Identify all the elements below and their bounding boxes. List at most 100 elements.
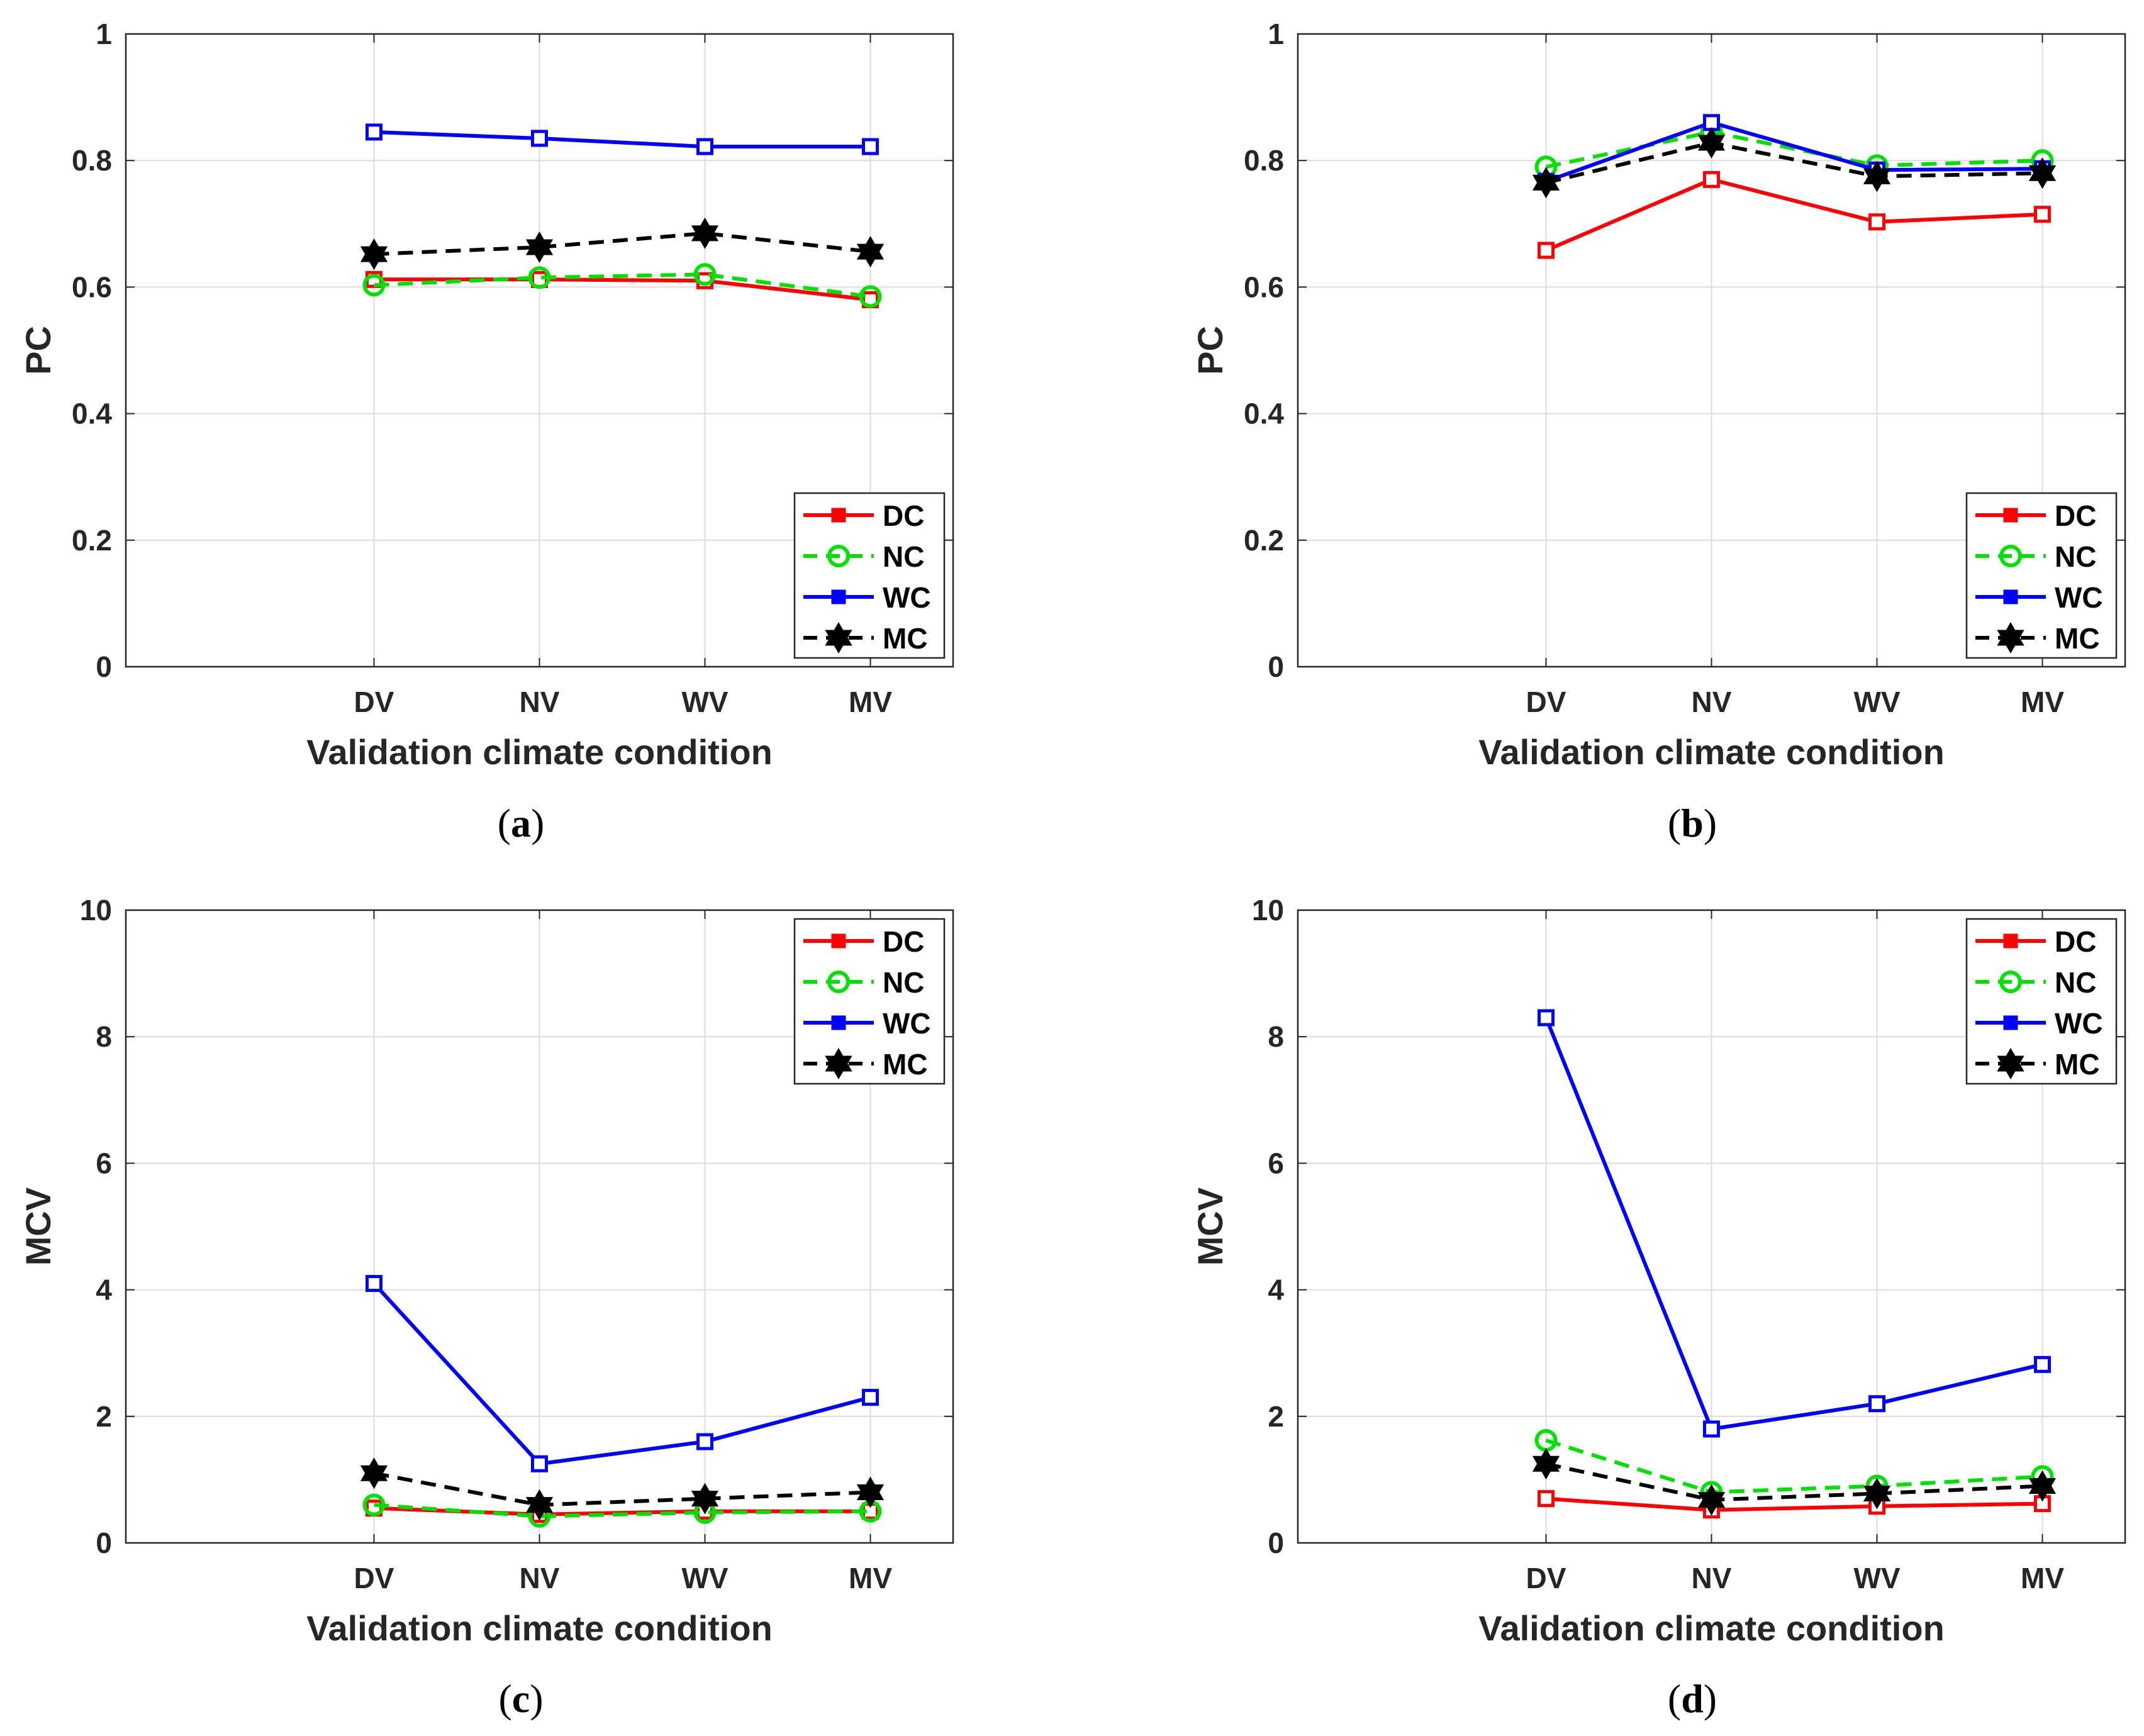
data-point-wc [531, 1455, 548, 1472]
data-point-mc-tri-down [360, 246, 388, 270]
series-line-mc [1545, 1462, 2043, 1502]
legend-label-nc: NC [883, 966, 924, 999]
y-tick-label: 8 [1268, 1020, 1284, 1053]
data-point-nc [362, 274, 386, 297]
data-point-wc [1538, 1009, 1555, 1027]
y-tick-label: 0 [1268, 1527, 1284, 1559]
y-tick-label: 0.6 [72, 270, 112, 303]
series-line-dc [1546, 1496, 2043, 1512]
data-point-mc-tri-down [2028, 165, 2057, 189]
legend-marker-dc [2003, 933, 2018, 949]
y-tick-label: 0 [1268, 650, 1284, 683]
y-tick-label: 1 [1268, 18, 1284, 50]
series-line-wc [374, 130, 871, 149]
data-point-mc-tri-down [1532, 1455, 1560, 1480]
series-line-wc [372, 1282, 871, 1466]
data-point-mc-tri-down [2028, 1478, 2057, 1502]
data-point-wc [696, 1433, 713, 1450]
legend-marker-wc [831, 589, 846, 604]
data-point-mc [360, 1457, 388, 1489]
x-tick-label: NV [1692, 1562, 1732, 1594]
caption-letter: b [1681, 801, 1704, 845]
legend-marker-mc [825, 621, 852, 654]
legend-marker-mc [1997, 1047, 2024, 1080]
caption-paren-open: ( [1668, 801, 1681, 845]
data-point-mc-tri-down [1863, 168, 1891, 192]
legend-marker-nc [1999, 545, 2022, 567]
axes-box [1297, 33, 2126, 668]
data-point-nc [693, 263, 717, 286]
axes-box [125, 909, 954, 1544]
chart-panel-a: 0 0.2 0.4 0.6 0.8 1 DV NV WV MV Validation climate… [18, 18, 954, 845]
data-point-wc [531, 130, 548, 147]
data-point-wc [1868, 1395, 1885, 1413]
y-tick-label: 0.8 [72, 144, 112, 177]
legend: DC NC WC MC [793, 918, 946, 1085]
data-point-mc-tri-down [1863, 1486, 1891, 1510]
y-axis-label: PC [1190, 326, 1230, 375]
legend-marker-wc [831, 1015, 846, 1030]
panel-caption: (c) [498, 1676, 543, 1721]
legend-marker-dc [831, 508, 846, 523]
legend-marker-mc [825, 1047, 852, 1080]
legend-marker-nc [827, 971, 850, 993]
legend-box [793, 492, 946, 659]
legend-label-nc: NC [2055, 966, 2096, 999]
data-point-wc [2034, 1355, 2051, 1373]
legend-box [793, 918, 946, 1085]
data-point-mc [691, 217, 719, 249]
legend-label-wc: WC [883, 1007, 931, 1040]
series-line-nc [374, 1503, 871, 1518]
legend: DC NC WC MC [1965, 918, 2118, 1085]
chart-panel-c: 0 2 4 6 8 10 DV NV WV MV Validation climate condit… [18, 894, 954, 1721]
legend-marker-mc-tri-down [1997, 1055, 2024, 1080]
caption-paren-close: ) [1704, 801, 1717, 845]
x-tick-label: WV [681, 1562, 728, 1594]
data-point-wc [366, 1275, 382, 1293]
data-point-mc [1863, 160, 1891, 192]
y-axis-label: MCV [18, 1188, 58, 1266]
panel-caption: (b) [1668, 801, 1717, 845]
data-point-wc [1703, 1420, 1720, 1438]
data-point-mc [856, 236, 885, 268]
x-tick-label: MV [849, 1562, 892, 1594]
caption-paren-open: ( [498, 801, 511, 845]
x-tick-label: WV [681, 686, 728, 718]
y-tick-label: 1 [96, 18, 112, 50]
caption-paren-open: ( [1668, 1676, 1681, 1721]
legend-label-dc: DC [2055, 925, 2096, 958]
legend-label-mc: MC [2055, 622, 2100, 655]
y-tick-label: 0.4 [72, 398, 112, 430]
caption-paren-open: ( [498, 1676, 511, 1721]
y-tick-label: 10 [80, 894, 112, 926]
legend: DC NC WC MC [793, 492, 946, 659]
series-line-nc [1545, 130, 2043, 169]
legend-marker-mc-tri-down [1997, 630, 2024, 654]
data-point-mc [525, 1489, 554, 1521]
legend-label-dc: DC [883, 499, 924, 532]
y-tick-label: 0 [96, 650, 112, 683]
legend-marker-mc-tri-down [825, 630, 852, 654]
caption-paren-close: ) [530, 1676, 543, 1721]
x-axis-label: Validation climate condition [306, 732, 773, 772]
x-tick-label: NV [1692, 686, 1732, 718]
legend-label-mc: MC [883, 1048, 928, 1081]
data-point-nc [362, 1493, 386, 1516]
caption-paren-close: ) [531, 801, 544, 845]
axes-box [1297, 909, 2126, 1544]
data-point-dc [1868, 213, 1885, 231]
series-line-nc [1545, 1438, 2043, 1494]
x-axis-label: Validation climate condition [306, 1608, 773, 1648]
y-tick-label: 6 [96, 1147, 112, 1179]
legend-label-nc: NC [2055, 540, 2096, 573]
data-point-mc-tri-down [691, 225, 719, 249]
y-tick-label: 4 [96, 1274, 112, 1306]
legend-marker-dc [831, 933, 846, 949]
legend: DC NC WC MC [1965, 492, 2118, 659]
data-point-mc [1697, 1484, 1726, 1516]
data-point-nc [528, 266, 551, 289]
panel-caption: (a) [498, 801, 545, 845]
y-tick-label: 0.6 [1244, 270, 1284, 303]
data-point-dc [1538, 242, 1555, 259]
